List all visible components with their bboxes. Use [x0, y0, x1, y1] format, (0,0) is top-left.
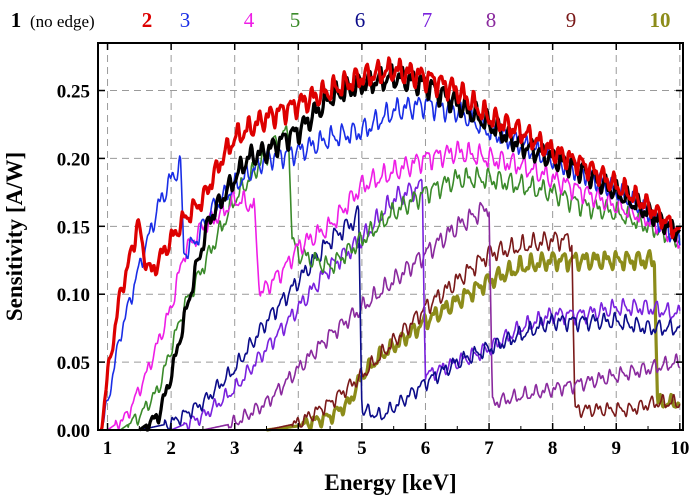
x-tick-label: 3: [230, 438, 240, 459]
series-line-8: [202, 201, 680, 431]
plot-frame: [97, 42, 684, 431]
legend: 1 (no edge) 2 3 4 5 6 7 8 9 10: [11, 8, 671, 32]
x-axis-title: Energy [keV]: [324, 470, 456, 495]
x-tick-label: 10: [670, 438, 689, 459]
y-tick-label: 0.10: [57, 285, 90, 306]
x-tick-label: 1: [103, 438, 113, 459]
legend-label-7: 7: [422, 8, 433, 32]
series-line-9: [266, 231, 681, 431]
series-line-7: [170, 178, 681, 431]
x-tick-label: 4: [294, 438, 304, 459]
legend-label-6: 6: [355, 8, 366, 32]
x-tick-label: 8: [548, 438, 558, 459]
y-tick-label: 0.20: [57, 149, 90, 170]
y-tick-label: 0.15: [57, 217, 90, 238]
x-tick-label: 2: [166, 438, 176, 459]
legend-label-1: 1: [11, 8, 22, 32]
legend-label-3: 3: [180, 8, 191, 32]
x-tick-label: 6: [421, 438, 431, 459]
x-tick-label: 7: [484, 438, 494, 459]
y-tick-label: 0.25: [57, 82, 90, 103]
legend-label-8: 8: [486, 8, 497, 32]
series-layer: [99, 56, 682, 432]
legend-label-9: 9: [566, 8, 577, 32]
series-line-2: [99, 56, 682, 431]
x-tick-label: 9: [611, 438, 621, 459]
y-tick-label: 0.05: [57, 353, 90, 374]
series-line-3: [100, 96, 681, 431]
series-line-6: [139, 205, 681, 431]
legend-label-5: 5: [290, 8, 301, 32]
x-tick-label: 5: [357, 438, 367, 459]
legend-label-4: 4: [244, 8, 255, 32]
legend-label-10: 10: [650, 8, 671, 32]
series-line-5: [119, 125, 681, 431]
ticks: 1 2 3 4 5 6 7 8 9 10 0.00 0.05 0.10 0.15 0.20 0.25: [57, 43, 689, 459]
series-line-4: [107, 140, 681, 431]
legend-label-2: 2: [142, 8, 153, 32]
series-line-10: [265, 249, 681, 432]
y-axis-title: Sensitivity [A/W]: [2, 152, 27, 321]
legend-note: (no edge): [30, 12, 95, 31]
y-tick-label: 0.00: [57, 421, 90, 442]
series-line-1: [138, 63, 682, 432]
